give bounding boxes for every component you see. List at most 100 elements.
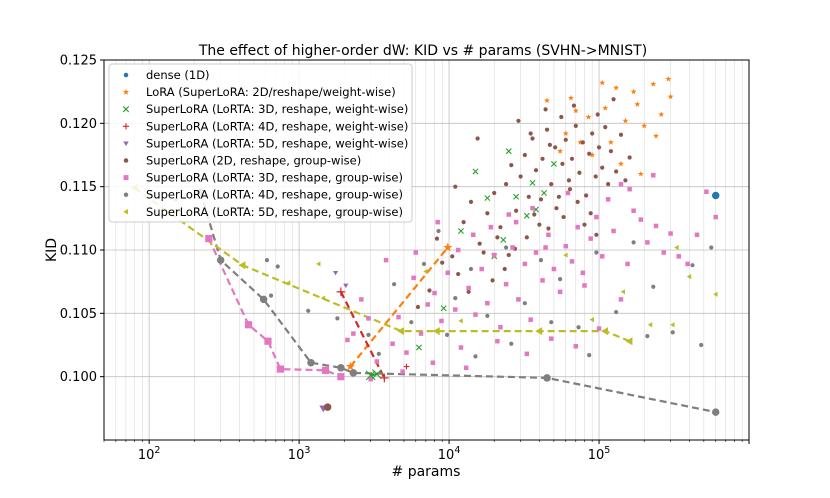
point-series-5 xyxy=(509,163,514,168)
point-series-5 xyxy=(522,152,527,158)
point-series-7 xyxy=(631,240,636,245)
point-series-7 xyxy=(557,277,563,282)
front-point-series-6 xyxy=(276,365,284,373)
point-series-6 xyxy=(366,316,371,321)
front-point-series-1 xyxy=(345,361,356,371)
point-series-5 xyxy=(518,174,523,179)
point-series-7 xyxy=(503,245,509,250)
point-series-6 xyxy=(485,300,490,306)
point-series-1 xyxy=(599,79,606,86)
x-tick-label: 102 xyxy=(138,445,161,463)
x-axis-label: # params xyxy=(392,464,461,480)
point-series-5 xyxy=(502,266,507,272)
point-series-5 xyxy=(503,182,509,187)
point-series-7 xyxy=(366,332,371,337)
point-series-6 xyxy=(418,331,424,336)
front-point-series-8 xyxy=(535,327,543,336)
point-series-7 xyxy=(376,351,381,356)
y-tick-label: 0.115 xyxy=(60,180,97,195)
legend-entry-2: SuperLoRA (LoRTA: 3D, reshape, weight-wi… xyxy=(146,102,408,116)
point-series-5 xyxy=(524,235,529,240)
y-axis: 0.100 0.105 0.110 0.115 0.120 0.125 xyxy=(60,54,104,385)
point-series-7 xyxy=(509,341,514,346)
front-point-series-6 xyxy=(244,321,253,329)
front-point-series-0 xyxy=(711,191,720,200)
point-series-6 xyxy=(565,190,571,196)
y-tick-label: 0.105 xyxy=(60,307,97,322)
point-series-6 xyxy=(605,197,611,202)
point-series-6 xyxy=(473,312,478,317)
point-series-6 xyxy=(495,338,500,344)
front-point-series-8 xyxy=(625,337,633,346)
front-point-series-8 xyxy=(601,327,609,336)
point-series-5 xyxy=(588,211,593,216)
point-series-7 xyxy=(594,250,599,255)
point-series-6 xyxy=(704,189,709,194)
point-series-6 xyxy=(411,275,416,281)
point-series-5 xyxy=(554,206,559,211)
chart-title: The effect of higher-order dW: KID vs # … xyxy=(198,43,647,59)
point-series-6 xyxy=(546,232,551,238)
point-series-5 xyxy=(530,136,535,141)
point-series-5 xyxy=(528,131,533,136)
point-series-6 xyxy=(543,245,548,250)
point-series-6 xyxy=(685,261,690,267)
legend-marker-5 xyxy=(123,158,129,163)
legend: dense (1D) LoRA (SuperLoRA: 2D/reshape/we… xyxy=(108,63,413,223)
point-series-5 xyxy=(461,220,466,225)
point-series-1 xyxy=(653,132,660,139)
y-tick-label: 0.120 xyxy=(60,117,97,132)
point-series-5 xyxy=(611,97,616,102)
point-series-6 xyxy=(533,250,539,255)
front-line-series-7 xyxy=(199,191,716,414)
point-series-7 xyxy=(645,334,650,339)
front-point-series-7 xyxy=(337,364,345,372)
point-series-5 xyxy=(549,182,554,187)
point-series-5 xyxy=(606,182,611,187)
front-point-series-3 xyxy=(336,287,346,297)
point-series-6 xyxy=(596,326,602,331)
point-series-5 xyxy=(485,211,490,216)
point-series-7 xyxy=(614,309,619,315)
point-series-6 xyxy=(516,297,521,302)
point-series-3 xyxy=(403,363,410,370)
point-series-5 xyxy=(563,137,568,142)
front-line-series-6 xyxy=(207,238,342,378)
point-series-2 xyxy=(440,305,447,312)
front-point-series-8 xyxy=(397,327,405,336)
point-series-5 xyxy=(514,208,519,213)
front-point-series-6 xyxy=(337,373,345,381)
point-series-1 xyxy=(572,107,579,114)
point-series-6 xyxy=(453,307,458,312)
front-point-series-6 xyxy=(321,366,330,374)
point-series-6 xyxy=(435,219,440,225)
point-series-5 xyxy=(590,131,595,136)
point-series-1 xyxy=(637,170,644,177)
point-series-6 xyxy=(618,181,624,187)
point-series-1 xyxy=(658,111,665,117)
point-series-6 xyxy=(351,331,356,336)
point-series-7 xyxy=(468,266,474,272)
legend-marker-2 xyxy=(122,106,130,113)
point-series-6 xyxy=(491,252,497,258)
x-tick-label: 105 xyxy=(588,445,611,463)
point-series-2 xyxy=(550,160,557,167)
point-series-6 xyxy=(594,214,599,220)
point-series-8 xyxy=(620,289,626,295)
point-series-5 xyxy=(561,214,566,220)
point-series-6 xyxy=(439,318,444,324)
legend-marker-8 xyxy=(123,209,128,215)
point-series-5 xyxy=(453,184,458,189)
point-series-2 xyxy=(500,236,507,243)
point-series-2 xyxy=(415,344,422,351)
front-point-series-8 xyxy=(238,261,246,270)
scatter-points xyxy=(130,75,720,416)
point-series-8 xyxy=(563,252,568,258)
point-series-5 xyxy=(450,254,455,259)
legend-entry-6: SuperLoRA (LoRTA: 3D, reshape, group-wis… xyxy=(146,171,403,185)
point-series-5 xyxy=(532,212,537,217)
point-series-7 xyxy=(699,342,704,348)
point-series-5 xyxy=(434,236,440,241)
front-point-series-6 xyxy=(264,337,272,345)
point-series-6 xyxy=(661,250,666,255)
